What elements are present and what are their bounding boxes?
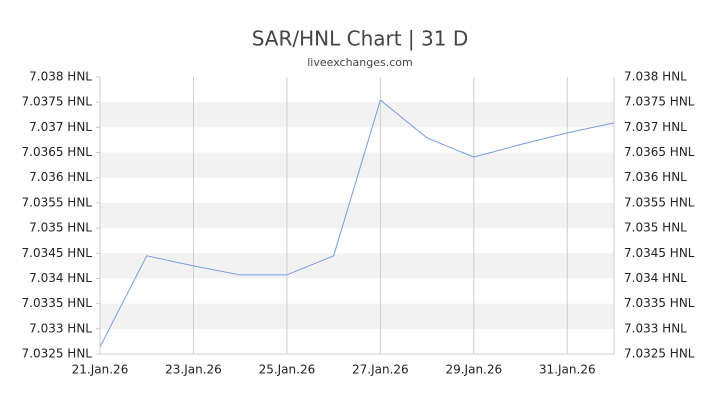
grid-band <box>100 303 614 329</box>
grid-band <box>100 152 614 178</box>
line-series <box>99 99 615 348</box>
y-tick-label: 7.035 HNL <box>29 221 92 235</box>
y-tick-label: 7.0345 HNL <box>22 246 93 260</box>
y-tick-label: 7.034 HNL <box>29 271 92 285</box>
y2-tick-label: 7.0325 HNL <box>624 347 695 361</box>
y2-tick-label: 7.0345 HNL <box>624 246 695 260</box>
chart-title: SAR/HNL Chart | 31 D <box>252 27 469 51</box>
y-tick-label: 7.033 HNL <box>29 321 92 335</box>
x-tick-label: 31.Jan.26 <box>539 363 596 377</box>
y2-tick-label: 7.035 HNL <box>624 221 687 235</box>
x-tick-label: 29.Jan.26 <box>445 363 502 377</box>
y-tick-label: 7.037 HNL <box>29 120 92 134</box>
grid-band <box>100 253 614 279</box>
y-tick-label: 7.0365 HNL <box>22 145 93 159</box>
y2-tick-label: 7.036 HNL <box>624 170 687 184</box>
y-tick-label: 7.0375 HNL <box>22 95 93 109</box>
y-tick-label: 7.0355 HNL <box>22 195 93 209</box>
y2-tick-label: 7.034 HNL <box>624 271 687 285</box>
x-tick-label: 25.Jan.26 <box>259 363 316 377</box>
y-tick-label: 7.0325 HNL <box>22 347 93 361</box>
y-tick-label: 7.038 HNL <box>29 70 92 84</box>
grid-band <box>100 102 614 128</box>
y2-tick-label: 7.0365 HNL <box>624 145 695 159</box>
x-tick-label: 27.Jan.26 <box>352 363 409 377</box>
grid-band <box>100 202 614 229</box>
x-tick-label: 21.Jan.26 <box>72 363 129 377</box>
chart-subtitle: liveexchanges.com <box>307 56 412 69</box>
y2-tick-label: 7.038 HNL <box>624 70 687 84</box>
y2-tick-label: 7.0375 HNL <box>624 95 695 109</box>
y2-tick-label: 7.037 HNL <box>624 120 687 134</box>
y2-tick-label: 7.0355 HNL <box>624 195 695 209</box>
y-tick-label: 7.0335 HNL <box>22 296 93 310</box>
y2-tick-label: 7.0335 HNL <box>624 296 695 310</box>
y-tick-label: 7.036 HNL <box>29 170 92 184</box>
x-tick-label: 23.Jan.26 <box>165 363 222 377</box>
y2-tick-label: 7.033 HNL <box>624 321 687 335</box>
